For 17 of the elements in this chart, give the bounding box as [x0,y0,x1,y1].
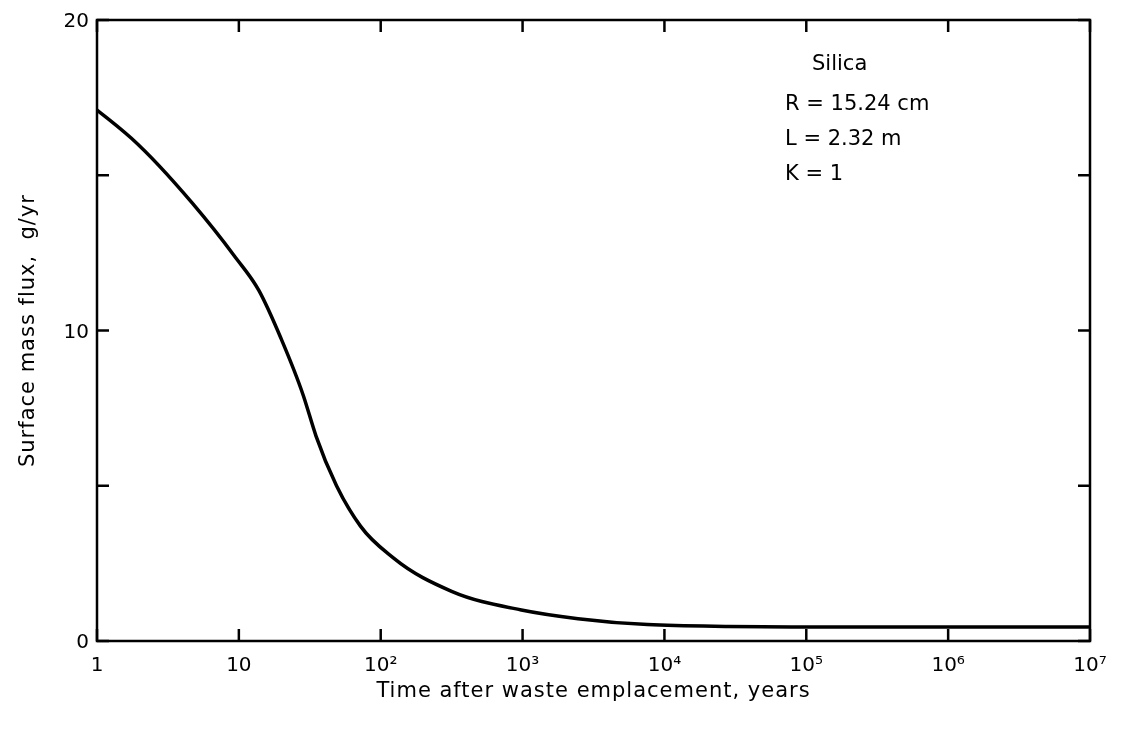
x-tick-label: 10² [363,652,398,676]
annotation: R = 15.24 cm [785,91,930,115]
y-tick-label: 10 [63,318,89,343]
annotation: Silica [812,51,868,75]
x-tick-label: 10⁶ [931,652,965,676]
x-axis-title: Time after waste emplacement, years [375,678,811,702]
y-axis-title: Surface mass flux, g/yr [15,193,39,468]
x-tick-label: 1 [90,652,104,676]
annotation: L = 2.32 m [785,126,902,150]
x-tick-label: 10 [226,652,252,676]
x-tick-label: 10⁷ [1073,652,1107,676]
x-tick-label: 10⁴ [647,652,682,676]
y-tick-label: 20 [63,8,89,32]
x-tick-label: 10³ [505,652,540,676]
annotation: K = 1 [785,161,844,185]
x-tick-label: 10⁵ [789,652,824,676]
y-tick-label: 0 [76,629,89,653]
